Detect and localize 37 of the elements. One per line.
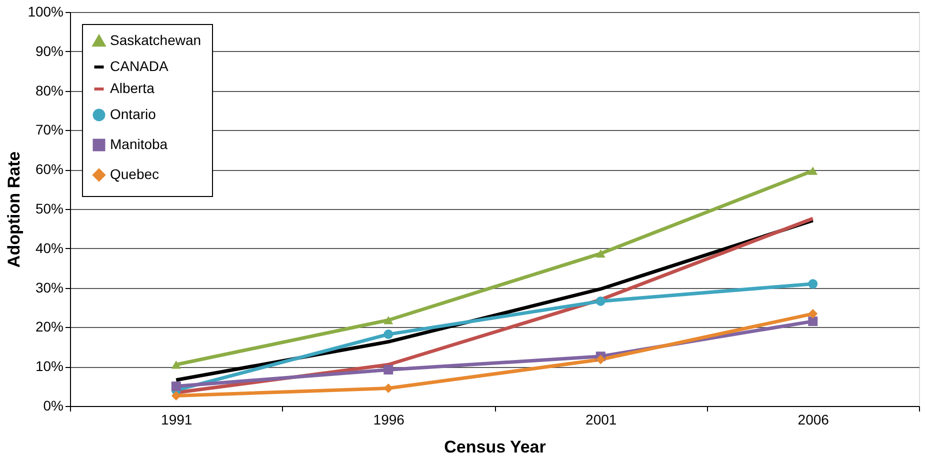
legend-label: Ontario: [110, 106, 156, 122]
point: [808, 316, 818, 326]
point: [808, 166, 818, 175]
x-tick-label: 1996: [373, 412, 405, 428]
y-tick-label: 10%: [35, 358, 64, 374]
y-tick-label: 40%: [35, 240, 64, 256]
point: [171, 382, 181, 392]
y-tick-label: 50%: [35, 200, 64, 216]
y-tick-label: 0%: [43, 398, 64, 414]
legend-label: Quebec: [110, 166, 160, 182]
x-tick-label: 1991: [161, 412, 192, 428]
point: [171, 391, 181, 400]
point: [171, 360, 181, 369]
y-tick-label: 90%: [35, 42, 64, 59]
x-tick-label: 2006: [798, 412, 830, 428]
y-tick-label: 60%: [35, 161, 64, 178]
point: [384, 316, 394, 324]
y-tick-label: 70%: [35, 122, 64, 138]
legend-label: Manitoba: [110, 136, 168, 152]
point: [384, 365, 394, 374]
point: [596, 296, 606, 306]
legend-label: Alberta: [110, 80, 155, 96]
legend-label: Saskatchewan: [110, 32, 202, 48]
point: [384, 384, 394, 394]
point: [596, 354, 606, 364]
point: [596, 249, 606, 258]
legend-label: CANADA: [110, 58, 170, 74]
y-tick-label: 80%: [35, 82, 64, 98]
y-tick-label: 20%: [35, 318, 64, 335]
x-tick-label: 2001: [586, 412, 617, 428]
y-axis-title: Adoption Rate: [4, 151, 24, 268]
point: [808, 279, 818, 289]
point: [808, 309, 818, 319]
point: [384, 330, 394, 340]
y-tick-label: 100%: [28, 4, 64, 20]
y-tick-label: 30%: [35, 279, 64, 296]
x-axis-title: Census Year: [444, 438, 546, 456]
